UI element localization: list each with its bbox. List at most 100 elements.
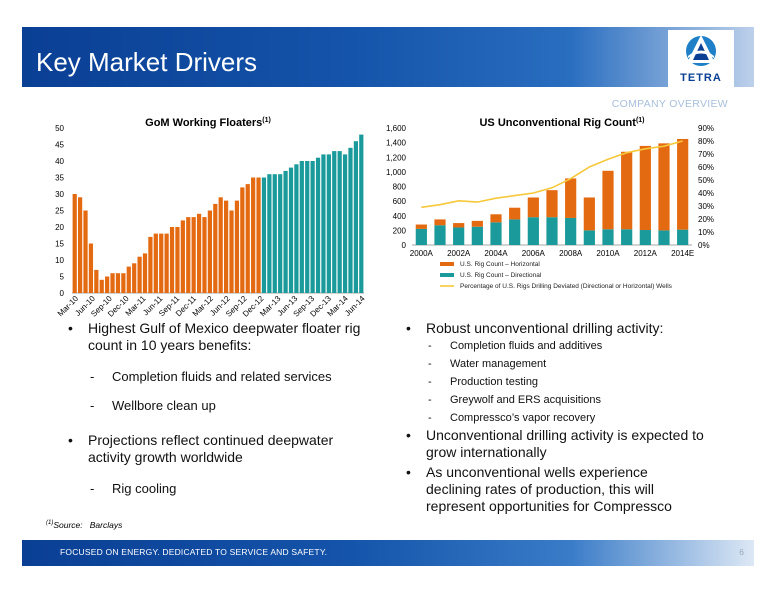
gom-y-tick-10: 50 [55, 124, 64, 133]
gom-bar-24 [202, 217, 207, 293]
rig-bar-horizontal-13 [658, 143, 670, 231]
gom-bar-38 [278, 174, 283, 293]
rig-bar-directional-11 [621, 229, 633, 245]
gom-bar-10 [126, 266, 131, 293]
tetra-logo-icon [686, 35, 716, 66]
bullet-item: As unconventional wells experience decli… [406, 464, 706, 515]
sub-bullet-item: Compressco’s vapor recovery [426, 410, 706, 427]
gom-bar-18 [169, 227, 175, 293]
gom-bar-22 [191, 217, 196, 293]
gom-bar-39 [283, 170, 288, 293]
gom-bar-25 [207, 210, 212, 293]
rig-y2-tick-0: 0% [698, 241, 710, 250]
rig-y2-tick-7: 70% [698, 150, 714, 159]
rig-bar-directional-14 [677, 229, 689, 245]
gom-bar-30 [234, 200, 240, 293]
gom-bar-40 [288, 167, 294, 293]
rig-bar-directional-2 [453, 227, 465, 245]
title-banner: Key Market Drivers [22, 27, 754, 87]
rig-legend-label-2: Percentage of U.S. Rigs Drilling Deviate… [460, 283, 673, 290]
rig-x-tick-3: 2006A [522, 249, 546, 258]
gom-bar-12 [137, 256, 142, 293]
gom-bar-49 [337, 151, 342, 293]
logo-wordmark: TETRA [680, 72, 722, 84]
gom-bar-1 [78, 197, 83, 293]
rig-y2-tick-1: 10% [698, 228, 714, 237]
bullet-item: Unconventional drilling activity is expe… [406, 427, 706, 461]
rig-bar-horizontal-6 [527, 197, 539, 218]
unconventional-rig-chart: US Unconventional Rig Count(1) 0 200 400 600… [386, 117, 714, 290]
gom-bar-32 [245, 184, 250, 293]
rig-y2-tick-2: 20% [698, 215, 714, 224]
footnote: (1)Source: Barclays [46, 520, 122, 530]
page-number: 6 [739, 547, 744, 557]
gom-bar-23 [196, 213, 202, 293]
gom-y-tick-1: 5 [60, 273, 65, 282]
rig-legend-swatch-0 [440, 262, 454, 266]
gom-y-tick-2: 10 [55, 256, 64, 265]
rig-bar-horizontal-2 [453, 223, 465, 228]
gom-y-tick-8: 40 [55, 157, 64, 166]
rig-y-tick-3: 600 [393, 197, 407, 206]
rig-x-tick-6: 2012A [634, 249, 658, 258]
rig-y-tick-8: 1,600 [386, 124, 407, 133]
rig-bar-horizontal-9 [583, 197, 595, 231]
sub-bullet-item: Greywolf and ERS acquisitions [426, 392, 706, 409]
rig-chart-title: US Unconventional Rig Count(1) [479, 117, 644, 129]
gom-bar-36 [267, 174, 272, 293]
gom-bar-16 [159, 233, 164, 293]
bullet-item: Robust unconventional drilling activity: [406, 320, 706, 337]
rig-bar-directional-1 [434, 225, 446, 245]
rig-y2-tick-6: 60% [698, 163, 714, 172]
rig-y2-tick-5: 50% [698, 176, 714, 185]
rig-bar-directional-6 [527, 217, 539, 245]
gom-bar-15 [153, 233, 158, 293]
right-bullet-list: Robust unconventional drilling activity:… [406, 320, 706, 515]
rig-bar-directional-8 [565, 217, 577, 245]
gom-bar-33 [251, 177, 256, 293]
sub-bullet-item: Wellbore clean up [88, 397, 368, 414]
rig-bar-horizontal-5 [509, 207, 521, 220]
gom-bar-52 [353, 141, 358, 293]
rig-y2-tick-4: 40% [698, 189, 714, 198]
rig-x-tick-2: 2004A [484, 249, 508, 258]
gom-bar-46 [321, 154, 326, 293]
rig-y-tick-6: 1,200 [386, 153, 407, 162]
rig-y2-tick-8: 80% [698, 137, 714, 146]
gom-bar-14 [148, 236, 153, 293]
footnote-label: Source: [53, 520, 83, 530]
footer-tagline: FOCUSED ON ENERGY. DEDICATED TO SERVICE … [60, 547, 328, 557]
sub-bullet-item: Water management [426, 356, 706, 373]
rig-bar-horizontal-8 [565, 178, 577, 218]
rig-y-tick-7: 1,400 [386, 139, 407, 148]
gom-bar-0 [72, 194, 77, 293]
rig-bar-horizontal-10 [602, 170, 614, 230]
rig-bar-horizontal-0 [415, 224, 427, 229]
gom-bar-29 [229, 210, 234, 293]
gom-bar-26 [213, 203, 218, 293]
rig-bar-directional-9 [583, 230, 595, 245]
gom-y-tick-3: 15 [55, 240, 64, 249]
gom-bar-44 [310, 161, 315, 293]
rig-x-tick-5: 2010A [596, 249, 620, 258]
gom-bar-28 [224, 200, 229, 293]
gom-bar-47 [326, 154, 331, 293]
gom-bar-45 [315, 157, 321, 293]
rig-x-tick-0: 2000A [410, 249, 434, 258]
rig-bar-directional-4 [490, 222, 502, 245]
footer-bar: FOCUSED ON ENERGY. DEDICATED TO SERVICE … [22, 540, 754, 566]
gom-bar-51 [348, 147, 353, 293]
rig-bar-directional-7 [546, 217, 558, 245]
rig-x-tick-1: 2002A [447, 249, 471, 258]
sub-bullet-item: Completion fluids and related services [88, 368, 368, 385]
rig-y-tick-2: 400 [393, 212, 407, 221]
gom-bar-19 [175, 227, 180, 293]
rig-legend-label-1: U.S. Rig Count – Directional [460, 272, 542, 279]
gom-chart-title: GoM Working Floaters(1) [145, 117, 271, 129]
rig-x-tick-4: 2008A [559, 249, 583, 258]
rig-percentage-line [421, 140, 683, 209]
rig-bar-directional-12 [639, 230, 651, 245]
rig-bar-horizontal-1 [434, 219, 446, 226]
rig-y-tick-5: 1,000 [386, 168, 407, 177]
footnote-marker: (1) [46, 520, 54, 527]
